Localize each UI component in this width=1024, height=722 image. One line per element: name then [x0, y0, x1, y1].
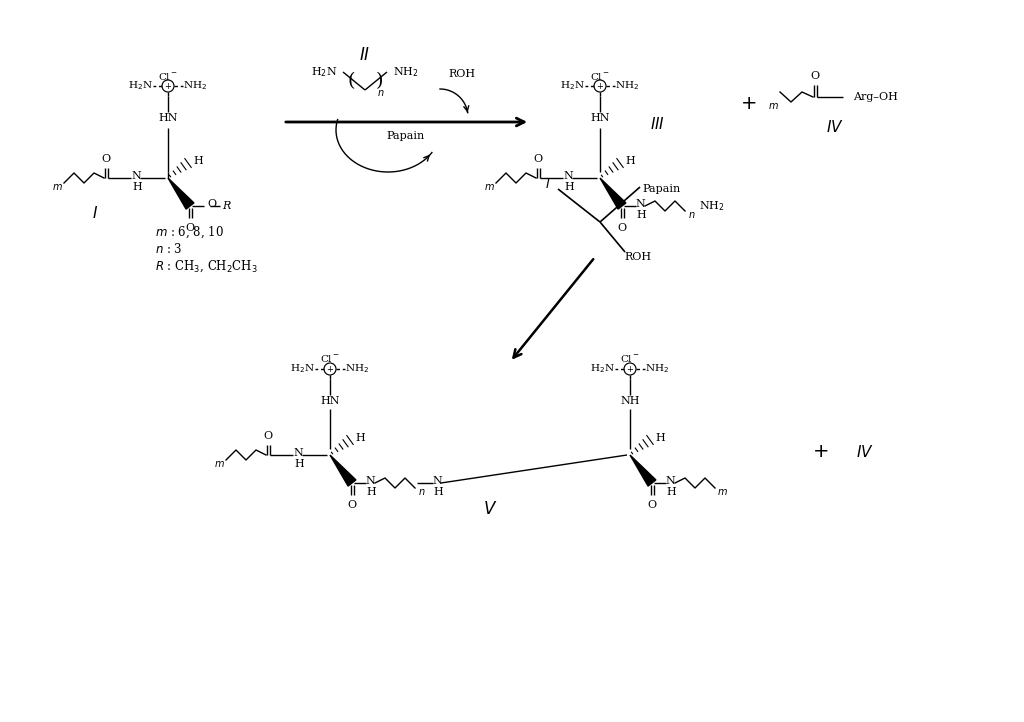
Text: $I$: $I$ — [546, 178, 551, 191]
Text: H: H — [433, 487, 442, 497]
Text: O: O — [263, 431, 272, 441]
Text: R: R — [222, 201, 230, 211]
Text: NH$_2$: NH$_2$ — [393, 65, 419, 79]
Text: HN: HN — [590, 113, 609, 123]
Text: ): ) — [375, 72, 383, 90]
Text: O: O — [810, 71, 819, 81]
Text: NH$_2$: NH$_2$ — [645, 362, 669, 375]
Text: NH$_2$: NH$_2$ — [615, 79, 639, 92]
Text: H$_2$N: H$_2$N — [590, 362, 615, 375]
Text: H$_2$N: H$_2$N — [310, 65, 337, 79]
Text: (: ( — [347, 72, 354, 90]
Text: $+$: $+$ — [164, 81, 172, 91]
Text: $I$: $I$ — [92, 205, 98, 221]
Text: N: N — [563, 171, 572, 181]
Text: O: O — [101, 154, 111, 164]
Text: Papain: Papain — [643, 184, 681, 194]
Text: H: H — [193, 156, 203, 166]
Text: N: N — [131, 171, 141, 181]
Text: H: H — [294, 459, 304, 469]
Text: O: O — [617, 223, 627, 233]
Text: Cl$^-$: Cl$^-$ — [319, 354, 340, 365]
Text: $+$: $+$ — [812, 443, 828, 461]
Text: $IV$: $IV$ — [826, 119, 844, 135]
Text: $III$: $III$ — [650, 116, 666, 132]
Text: HN: HN — [159, 113, 178, 123]
Text: O: O — [534, 154, 543, 164]
Text: $m$: $m$ — [483, 182, 495, 192]
Text: HN: HN — [321, 396, 340, 406]
Text: $n$: $n$ — [688, 210, 695, 220]
Text: H: H — [564, 182, 573, 192]
Text: $n$: $n$ — [418, 487, 426, 497]
Text: $n$: $n$ — [377, 88, 385, 98]
Text: ROH: ROH — [449, 69, 475, 79]
Text: Cl$^-$: Cl$^-$ — [158, 71, 178, 82]
Text: H: H — [132, 182, 142, 192]
Polygon shape — [600, 178, 626, 209]
Text: $IV$: $IV$ — [856, 444, 873, 460]
Text: Arg–OH: Arg–OH — [853, 92, 898, 102]
Text: H: H — [636, 210, 646, 220]
Polygon shape — [330, 455, 356, 486]
Text: $m$: $m$ — [717, 487, 727, 497]
Text: H: H — [667, 487, 676, 497]
Text: $V$: $V$ — [483, 502, 498, 518]
Text: $+$: $+$ — [326, 364, 334, 374]
Text: H$_2$N: H$_2$N — [290, 362, 315, 375]
Text: Cl$^-$: Cl$^-$ — [620, 354, 640, 365]
Text: $R$ : CH$_3$, CH$_2$CH$_3$: $R$ : CH$_3$, CH$_2$CH$_3$ — [155, 258, 258, 274]
Text: H$_2$N: H$_2$N — [560, 79, 585, 92]
Text: N: N — [635, 199, 645, 209]
Text: H$_2$N: H$_2$N — [128, 79, 153, 92]
Text: H: H — [355, 433, 365, 443]
Text: $+$: $+$ — [596, 81, 604, 91]
Text: H: H — [655, 433, 665, 443]
Text: O: O — [207, 199, 216, 209]
Text: $m$: $m$ — [214, 459, 224, 469]
Text: $+$: $+$ — [739, 95, 756, 113]
Text: Papain: Papain — [387, 131, 425, 141]
Text: ROH: ROH — [625, 252, 651, 262]
Text: NH$_2$: NH$_2$ — [345, 362, 369, 375]
Text: N: N — [293, 448, 303, 458]
Text: $II$: $II$ — [359, 48, 371, 64]
Text: H: H — [625, 156, 635, 166]
Text: N: N — [432, 476, 442, 486]
Text: NH: NH — [621, 396, 640, 406]
Polygon shape — [630, 455, 656, 486]
Polygon shape — [168, 178, 194, 209]
Text: N: N — [366, 476, 375, 486]
Text: $m$: $m$ — [768, 101, 778, 111]
Text: O: O — [347, 500, 356, 510]
Text: $+$: $+$ — [626, 364, 634, 374]
Text: NH$_2$: NH$_2$ — [183, 79, 207, 92]
Text: N: N — [666, 476, 675, 486]
Text: NH$_2$: NH$_2$ — [699, 199, 725, 213]
Text: $m$ : 6, 8, 10: $m$ : 6, 8, 10 — [155, 225, 224, 240]
Text: $m$: $m$ — [51, 182, 62, 192]
Text: O: O — [647, 500, 656, 510]
Text: O: O — [185, 223, 195, 233]
Text: H: H — [367, 487, 376, 497]
Text: $n$ : 3: $n$ : 3 — [155, 242, 182, 256]
Text: Cl$^-$: Cl$^-$ — [590, 71, 610, 82]
